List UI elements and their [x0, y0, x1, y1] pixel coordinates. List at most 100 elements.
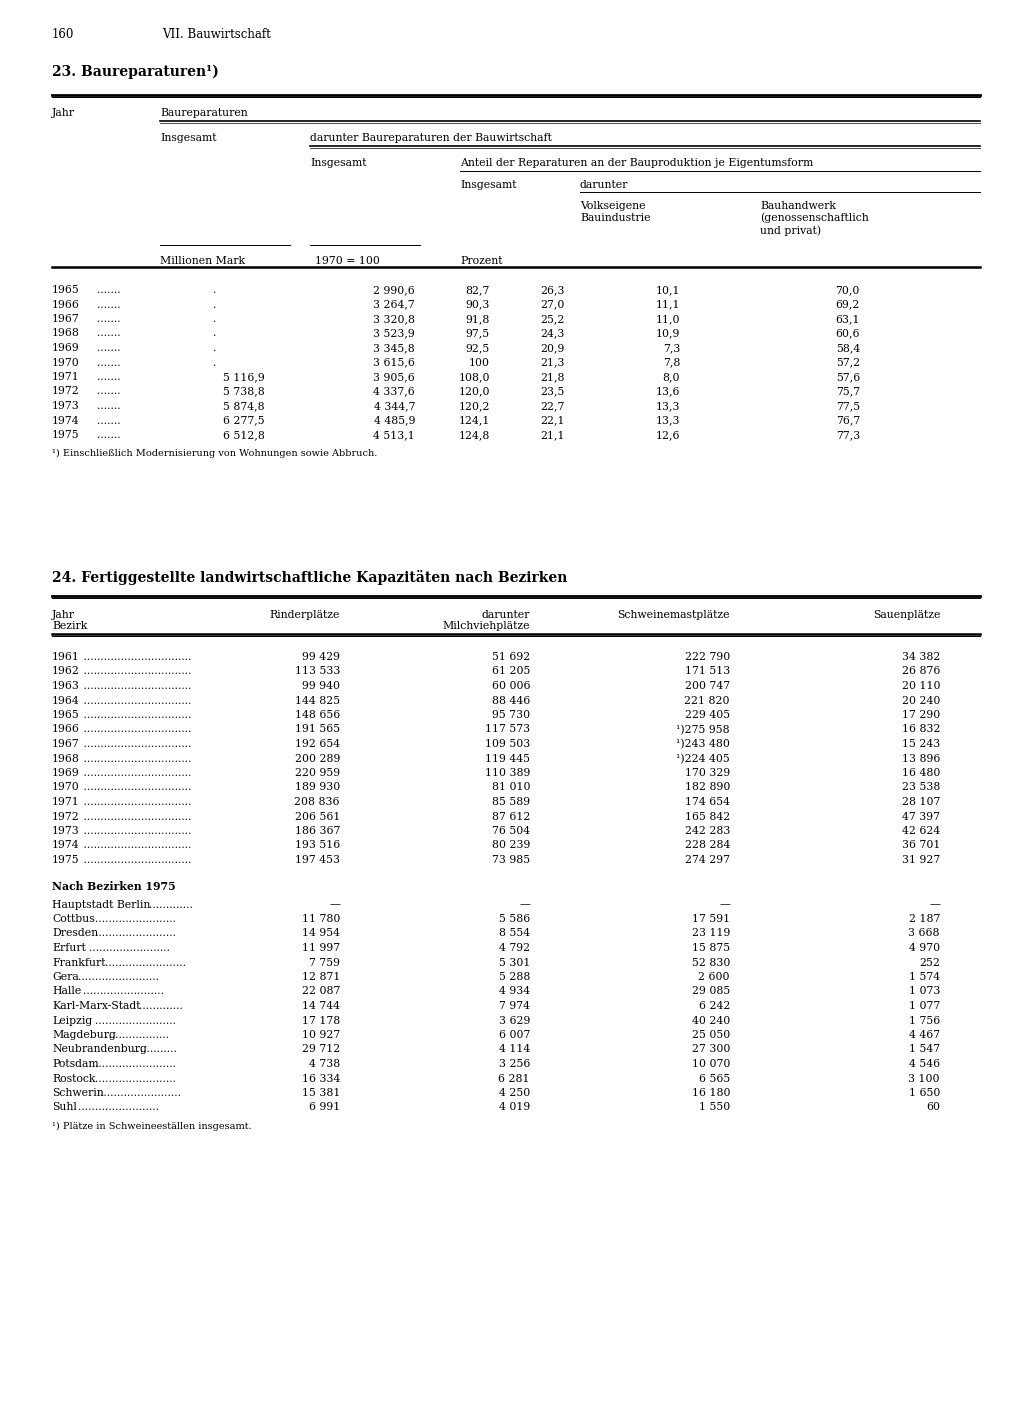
Text: 15 243: 15 243 — [902, 738, 940, 750]
Text: 10,1: 10,1 — [655, 285, 680, 294]
Text: 5 288: 5 288 — [499, 972, 530, 982]
Text: 200 747: 200 747 — [685, 681, 730, 690]
Text: ...................: ................... — [105, 1030, 170, 1040]
Text: 1963: 1963 — [52, 681, 80, 690]
Text: Jahr: Jahr — [52, 108, 75, 118]
Text: 77,3: 77,3 — [836, 430, 860, 440]
Text: 160: 160 — [52, 28, 75, 41]
Text: 6 242: 6 242 — [698, 1000, 730, 1012]
Text: 23 538: 23 538 — [901, 782, 940, 792]
Text: 3 345,8: 3 345,8 — [374, 342, 415, 354]
Text: Suhl: Suhl — [52, 1102, 77, 1113]
Text: 1971: 1971 — [52, 372, 80, 382]
Text: 21,1: 21,1 — [541, 430, 565, 440]
Text: 6 512,8: 6 512,8 — [223, 430, 265, 440]
Text: 69,2: 69,2 — [836, 300, 860, 310]
Text: 3 320,8: 3 320,8 — [373, 314, 415, 324]
Text: 97,5: 97,5 — [466, 328, 490, 338]
Text: 75,7: 75,7 — [836, 386, 860, 396]
Text: 99 940: 99 940 — [302, 681, 340, 690]
Text: ........................: ........................ — [94, 914, 175, 924]
Text: ................................: ................................ — [80, 754, 191, 764]
Text: 26,3: 26,3 — [541, 285, 565, 294]
Text: 4 513,1: 4 513,1 — [374, 430, 415, 440]
Text: .: . — [213, 285, 217, 294]
Text: 7,8: 7,8 — [663, 358, 680, 368]
Text: Erfurt: Erfurt — [52, 943, 86, 952]
Text: ................................: ................................ — [80, 797, 191, 807]
Text: ........................: ........................ — [94, 1060, 175, 1069]
Text: 21,8: 21,8 — [541, 372, 565, 382]
Text: .......: ....... — [97, 314, 121, 324]
Text: ................................: ................................ — [80, 855, 191, 865]
Text: 34 382: 34 382 — [901, 652, 940, 662]
Text: 60 006: 60 006 — [492, 681, 530, 690]
Text: 5 301: 5 301 — [499, 958, 530, 968]
Text: 229 405: 229 405 — [685, 710, 730, 720]
Text: .......: ....... — [97, 285, 121, 294]
Text: 4 467: 4 467 — [909, 1030, 940, 1040]
Text: 3 615,6: 3 615,6 — [373, 358, 415, 368]
Text: Baureparaturen: Baureparaturen — [160, 108, 248, 118]
Text: 1964: 1964 — [52, 696, 80, 706]
Text: 2 187: 2 187 — [908, 914, 940, 924]
Text: Neubrandenburg: Neubrandenburg — [52, 1044, 146, 1054]
Text: Dresden: Dresden — [52, 929, 98, 938]
Text: 36 701: 36 701 — [901, 841, 940, 851]
Text: 70,0: 70,0 — [836, 285, 860, 294]
Text: 11,1: 11,1 — [655, 300, 680, 310]
Text: .............: ............. — [150, 899, 194, 909]
Text: 191 565: 191 565 — [295, 724, 340, 734]
Text: 100: 100 — [469, 358, 490, 368]
Text: 274 297: 274 297 — [685, 855, 730, 865]
Text: 1962: 1962 — [52, 666, 80, 676]
Text: Insgesamt: Insgesamt — [310, 158, 367, 168]
Text: 170 329: 170 329 — [685, 768, 730, 778]
Text: 63,1: 63,1 — [836, 314, 860, 324]
Text: 124,1: 124,1 — [459, 416, 490, 426]
Text: 4 485,9: 4 485,9 — [374, 416, 415, 426]
Text: .......: ....... — [97, 358, 121, 368]
Text: .: . — [213, 300, 217, 310]
Text: 40 240: 40 240 — [692, 1016, 730, 1026]
Text: 16 334: 16 334 — [302, 1074, 340, 1084]
Text: .: . — [213, 342, 217, 354]
Text: 1966: 1966 — [52, 724, 80, 734]
Text: 29 085: 29 085 — [692, 986, 730, 996]
Text: —: — — [719, 899, 730, 909]
Text: 1 077: 1 077 — [908, 1000, 940, 1012]
Text: 77,5: 77,5 — [836, 402, 860, 411]
Text: 17 591: 17 591 — [692, 914, 730, 924]
Text: 3 905,6: 3 905,6 — [374, 372, 415, 382]
Text: 21,3: 21,3 — [541, 358, 565, 368]
Text: ........................: ........................ — [78, 1102, 159, 1113]
Text: 220 959: 220 959 — [295, 768, 340, 778]
Text: 4 337,6: 4 337,6 — [374, 386, 415, 396]
Text: 4 114: 4 114 — [499, 1044, 530, 1054]
Text: 4 250: 4 250 — [499, 1088, 530, 1098]
Text: 25 050: 25 050 — [692, 1030, 730, 1040]
Text: 124,8: 124,8 — [459, 430, 490, 440]
Text: 3 256: 3 256 — [499, 1060, 530, 1069]
Text: 4 546: 4 546 — [909, 1060, 940, 1069]
Text: 4 934: 4 934 — [499, 986, 530, 996]
Text: 119 445: 119 445 — [485, 754, 530, 764]
Text: 221 820: 221 820 — [684, 696, 730, 706]
Text: 10 070: 10 070 — [691, 1060, 730, 1069]
Text: Bezirk: Bezirk — [52, 621, 87, 631]
Text: 13 896: 13 896 — [901, 754, 940, 764]
Text: 144 825: 144 825 — [295, 696, 340, 706]
Text: 197 453: 197 453 — [295, 855, 340, 865]
Text: 20 240: 20 240 — [901, 696, 940, 706]
Text: 13,6: 13,6 — [655, 386, 680, 396]
Text: 1972: 1972 — [52, 812, 80, 821]
Text: 23,5: 23,5 — [541, 386, 565, 396]
Text: 90,3: 90,3 — [466, 300, 490, 310]
Text: ........................: ........................ — [105, 958, 186, 968]
Text: .............: ............. — [133, 1044, 177, 1054]
Text: 47 397: 47 397 — [902, 812, 940, 821]
Text: 193 516: 193 516 — [295, 841, 340, 851]
Text: 22,1: 22,1 — [541, 416, 565, 426]
Text: 14 744: 14 744 — [302, 1000, 340, 1012]
Text: 1974: 1974 — [52, 841, 80, 851]
